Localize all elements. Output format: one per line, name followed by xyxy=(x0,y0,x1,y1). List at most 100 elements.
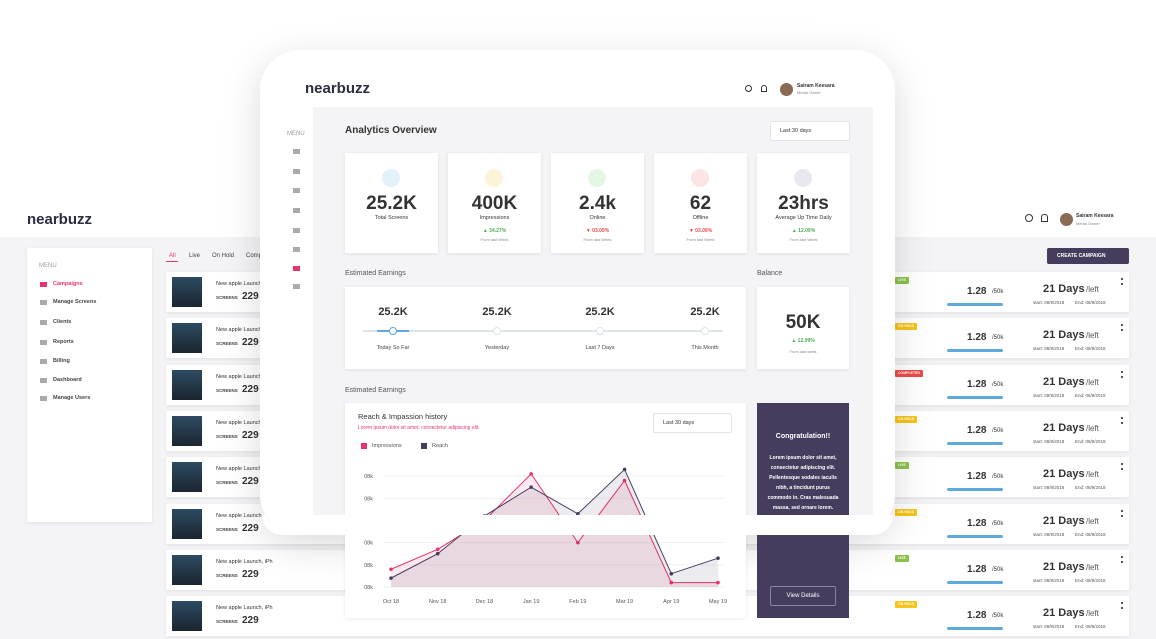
start-date: start: 08/9/2018 xyxy=(1033,300,1065,305)
sidebar: MENU Campaigns Manage Screens Clients Report… xyxy=(27,248,152,522)
stat-card: 2.4k Online ▼ 03.09% From last Week xyxy=(551,153,644,253)
stat-card: 23hrs Average Up Time Daily ▲ 12.09% From l… xyxy=(757,153,850,253)
series-point xyxy=(669,580,674,585)
status-text: ON HOLD xyxy=(898,416,915,421)
kebab[interactable] xyxy=(1121,463,1123,471)
user-role: Media Owner xyxy=(1076,221,1100,226)
thumbnail xyxy=(172,601,202,632)
x-tick-label: Apr 19 xyxy=(663,599,679,605)
progress-value: 1.28 xyxy=(967,332,987,344)
progress-value: 1.28 xyxy=(967,517,987,529)
kebab[interactable] xyxy=(1121,416,1123,424)
kebab[interactable] xyxy=(1121,278,1123,285)
tablet-bezel xyxy=(262,515,893,535)
tab-underline xyxy=(166,261,178,262)
kebab[interactable] xyxy=(1121,370,1123,378)
menu-icon xyxy=(293,208,300,213)
stat-value: 25.2K xyxy=(366,193,417,214)
start-date: start: 08/9/2018 xyxy=(1033,624,1065,630)
progress-total: /50k xyxy=(992,520,1004,527)
screens-value: 229 xyxy=(242,337,259,349)
legend-swatch xyxy=(361,443,367,449)
screens-value: 229 xyxy=(242,291,259,302)
menu-item[interactable]: Clients xyxy=(53,319,72,325)
status-badge: LIVE xyxy=(895,277,909,284)
section-title: Estimated Earnings xyxy=(345,270,406,277)
progress-total: /50k xyxy=(992,566,1004,573)
series-line xyxy=(390,473,718,584)
start-date: start: 08/9/2018 xyxy=(1033,392,1065,398)
x-tick-label: Jan 19 xyxy=(523,599,540,605)
view-details-button[interactable]: View Details xyxy=(770,586,836,606)
thumbnail xyxy=(172,277,202,307)
menu-item[interactable]: Billing xyxy=(53,358,70,364)
progress-value: 1.28 xyxy=(967,563,987,575)
start-date: start: 08/9/2018 xyxy=(1033,577,1065,583)
status-badge: ON HOLD xyxy=(895,415,918,423)
progress-value: 1.28 xyxy=(967,424,987,436)
menu-item[interactable]: Reports xyxy=(53,339,74,345)
row-title: New apple Launch, iPh xyxy=(216,605,273,612)
status-text: ON HOLD xyxy=(898,324,915,329)
days: 21 Days xyxy=(1043,607,1085,620)
y-tick-label: 08k xyxy=(364,474,373,480)
end-date: End: 08/9/2018 xyxy=(1075,346,1106,352)
days-suffix: /left xyxy=(1086,470,1099,480)
status-badge: ON HOLD xyxy=(895,601,918,609)
series-point xyxy=(529,472,533,476)
menu-icon xyxy=(40,378,47,383)
tab[interactable]: Comp xyxy=(246,253,263,259)
stat-value: 62 xyxy=(689,193,712,214)
tab[interactable]: Live xyxy=(189,253,201,259)
end-date: End: 08/9/2018 xyxy=(1075,300,1106,305)
stat-change: ▼ 03.09% xyxy=(688,228,713,234)
days-suffix: /left xyxy=(1086,516,1099,526)
kebab[interactable] xyxy=(1121,602,1123,610)
stat-icon xyxy=(794,169,812,187)
thumbnail xyxy=(172,415,202,446)
tab[interactable]: On Hold xyxy=(212,253,235,259)
series-point xyxy=(576,512,580,516)
days: 21 Days xyxy=(1043,560,1085,573)
create-button-label: CREATE CAMPAIGN xyxy=(1057,253,1106,259)
earning-value: 25.2K xyxy=(378,306,408,318)
menu-title: MENU xyxy=(287,131,305,137)
progress-total: /50k xyxy=(992,289,1004,295)
menu-item[interactable]: Manage Users xyxy=(53,395,91,401)
y-tick-label: 08k xyxy=(364,496,373,502)
status-badge: ON HOLD xyxy=(895,323,918,331)
days: 21 Days xyxy=(1043,283,1085,295)
menu-item[interactable]: Dashboard xyxy=(53,377,82,383)
kebab[interactable] xyxy=(1121,555,1123,563)
range-dropdown[interactable]: Last 30 days xyxy=(770,121,850,141)
days-suffix: /left xyxy=(1086,562,1099,572)
menu-icon xyxy=(293,284,300,289)
menu-icon xyxy=(40,340,47,345)
series-point xyxy=(716,556,720,560)
screens-label: SCREENS xyxy=(216,572,238,578)
stat-label: Online xyxy=(589,215,606,221)
menu-item[interactable]: Manage Screens xyxy=(53,299,97,305)
legend-swatch xyxy=(421,443,427,449)
chart-range-dropdown[interactable]: Last 30 days xyxy=(653,413,732,433)
start-date: start: 08/9/2018 xyxy=(1033,438,1065,444)
status-badge: ON HOLD xyxy=(895,508,918,516)
series-point xyxy=(435,547,440,552)
tab[interactable]: All xyxy=(169,253,176,259)
y-tick-label: 08k xyxy=(364,541,373,547)
screens-label: SCREENS xyxy=(216,433,238,439)
x-tick-label: May 19 xyxy=(709,599,727,605)
days-suffix: /left xyxy=(1086,285,1099,294)
kebab[interactable] xyxy=(1121,509,1123,517)
progress-bar xyxy=(947,627,1003,631)
menu-item[interactable]: Campaigns xyxy=(53,281,83,287)
slider-dot xyxy=(596,327,604,335)
kebab[interactable] xyxy=(1121,324,1123,332)
row-title: New apple Launch, iPh xyxy=(216,558,273,565)
earning-label: Yesterday xyxy=(484,345,510,351)
stat-change: ▲ 12.09% xyxy=(791,228,816,234)
series-point xyxy=(529,485,533,489)
create-button[interactable]: CREATE CAMPAIGN xyxy=(1047,248,1129,264)
stat-note: From last Week xyxy=(583,237,612,242)
